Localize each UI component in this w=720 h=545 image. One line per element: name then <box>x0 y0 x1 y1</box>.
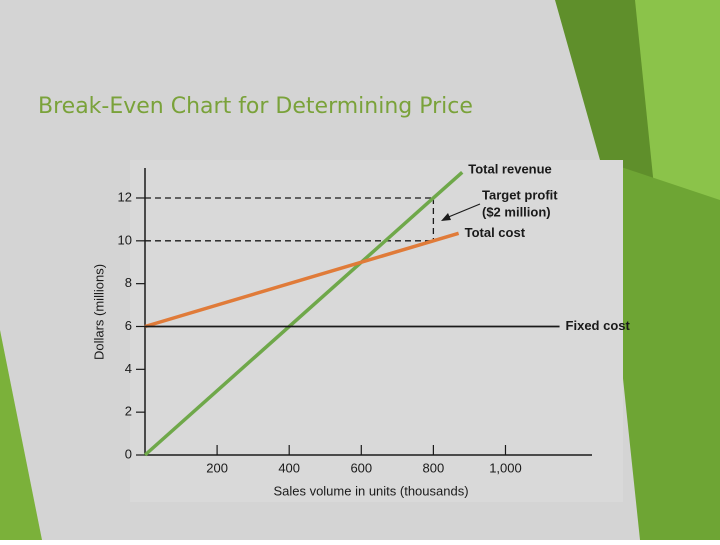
x-tick-label: 400 <box>278 460 300 475</box>
chart-panel <box>130 160 623 502</box>
y-tick-label: 6 <box>125 318 132 333</box>
slide-title: Break-Even Chart for Determining Price <box>38 94 473 119</box>
y-tick-label: 10 <box>118 232 132 247</box>
series-label: Total cost <box>465 225 526 240</box>
annotation: Target profit <box>482 187 558 202</box>
annotation: ($2 million) <box>482 204 551 219</box>
decor <box>0 330 42 540</box>
x-tick-label: 200 <box>206 460 228 475</box>
x-axis-title: Sales volume in units (thousands) <box>273 483 468 498</box>
decor <box>600 160 720 540</box>
series-label: Total revenue <box>468 162 552 177</box>
y-tick-label: 12 <box>118 189 132 204</box>
y-tick-label: 8 <box>125 275 132 290</box>
x-tick-label: 600 <box>350 460 372 475</box>
y-axis-title: Dollars (millions) <box>91 264 106 360</box>
x-tick-label: 800 <box>423 460 445 475</box>
series-line <box>143 170 464 457</box>
series-line <box>144 231 460 329</box>
arrow <box>445 203 481 219</box>
y-tick-label: 4 <box>125 361 132 376</box>
y-tick-label: 2 <box>125 404 132 419</box>
arrow-head <box>441 213 451 221</box>
series-label: Fixed cost <box>566 318 631 333</box>
y-tick-label: 0 <box>125 446 132 461</box>
x-tick-label: 1,000 <box>489 460 522 475</box>
